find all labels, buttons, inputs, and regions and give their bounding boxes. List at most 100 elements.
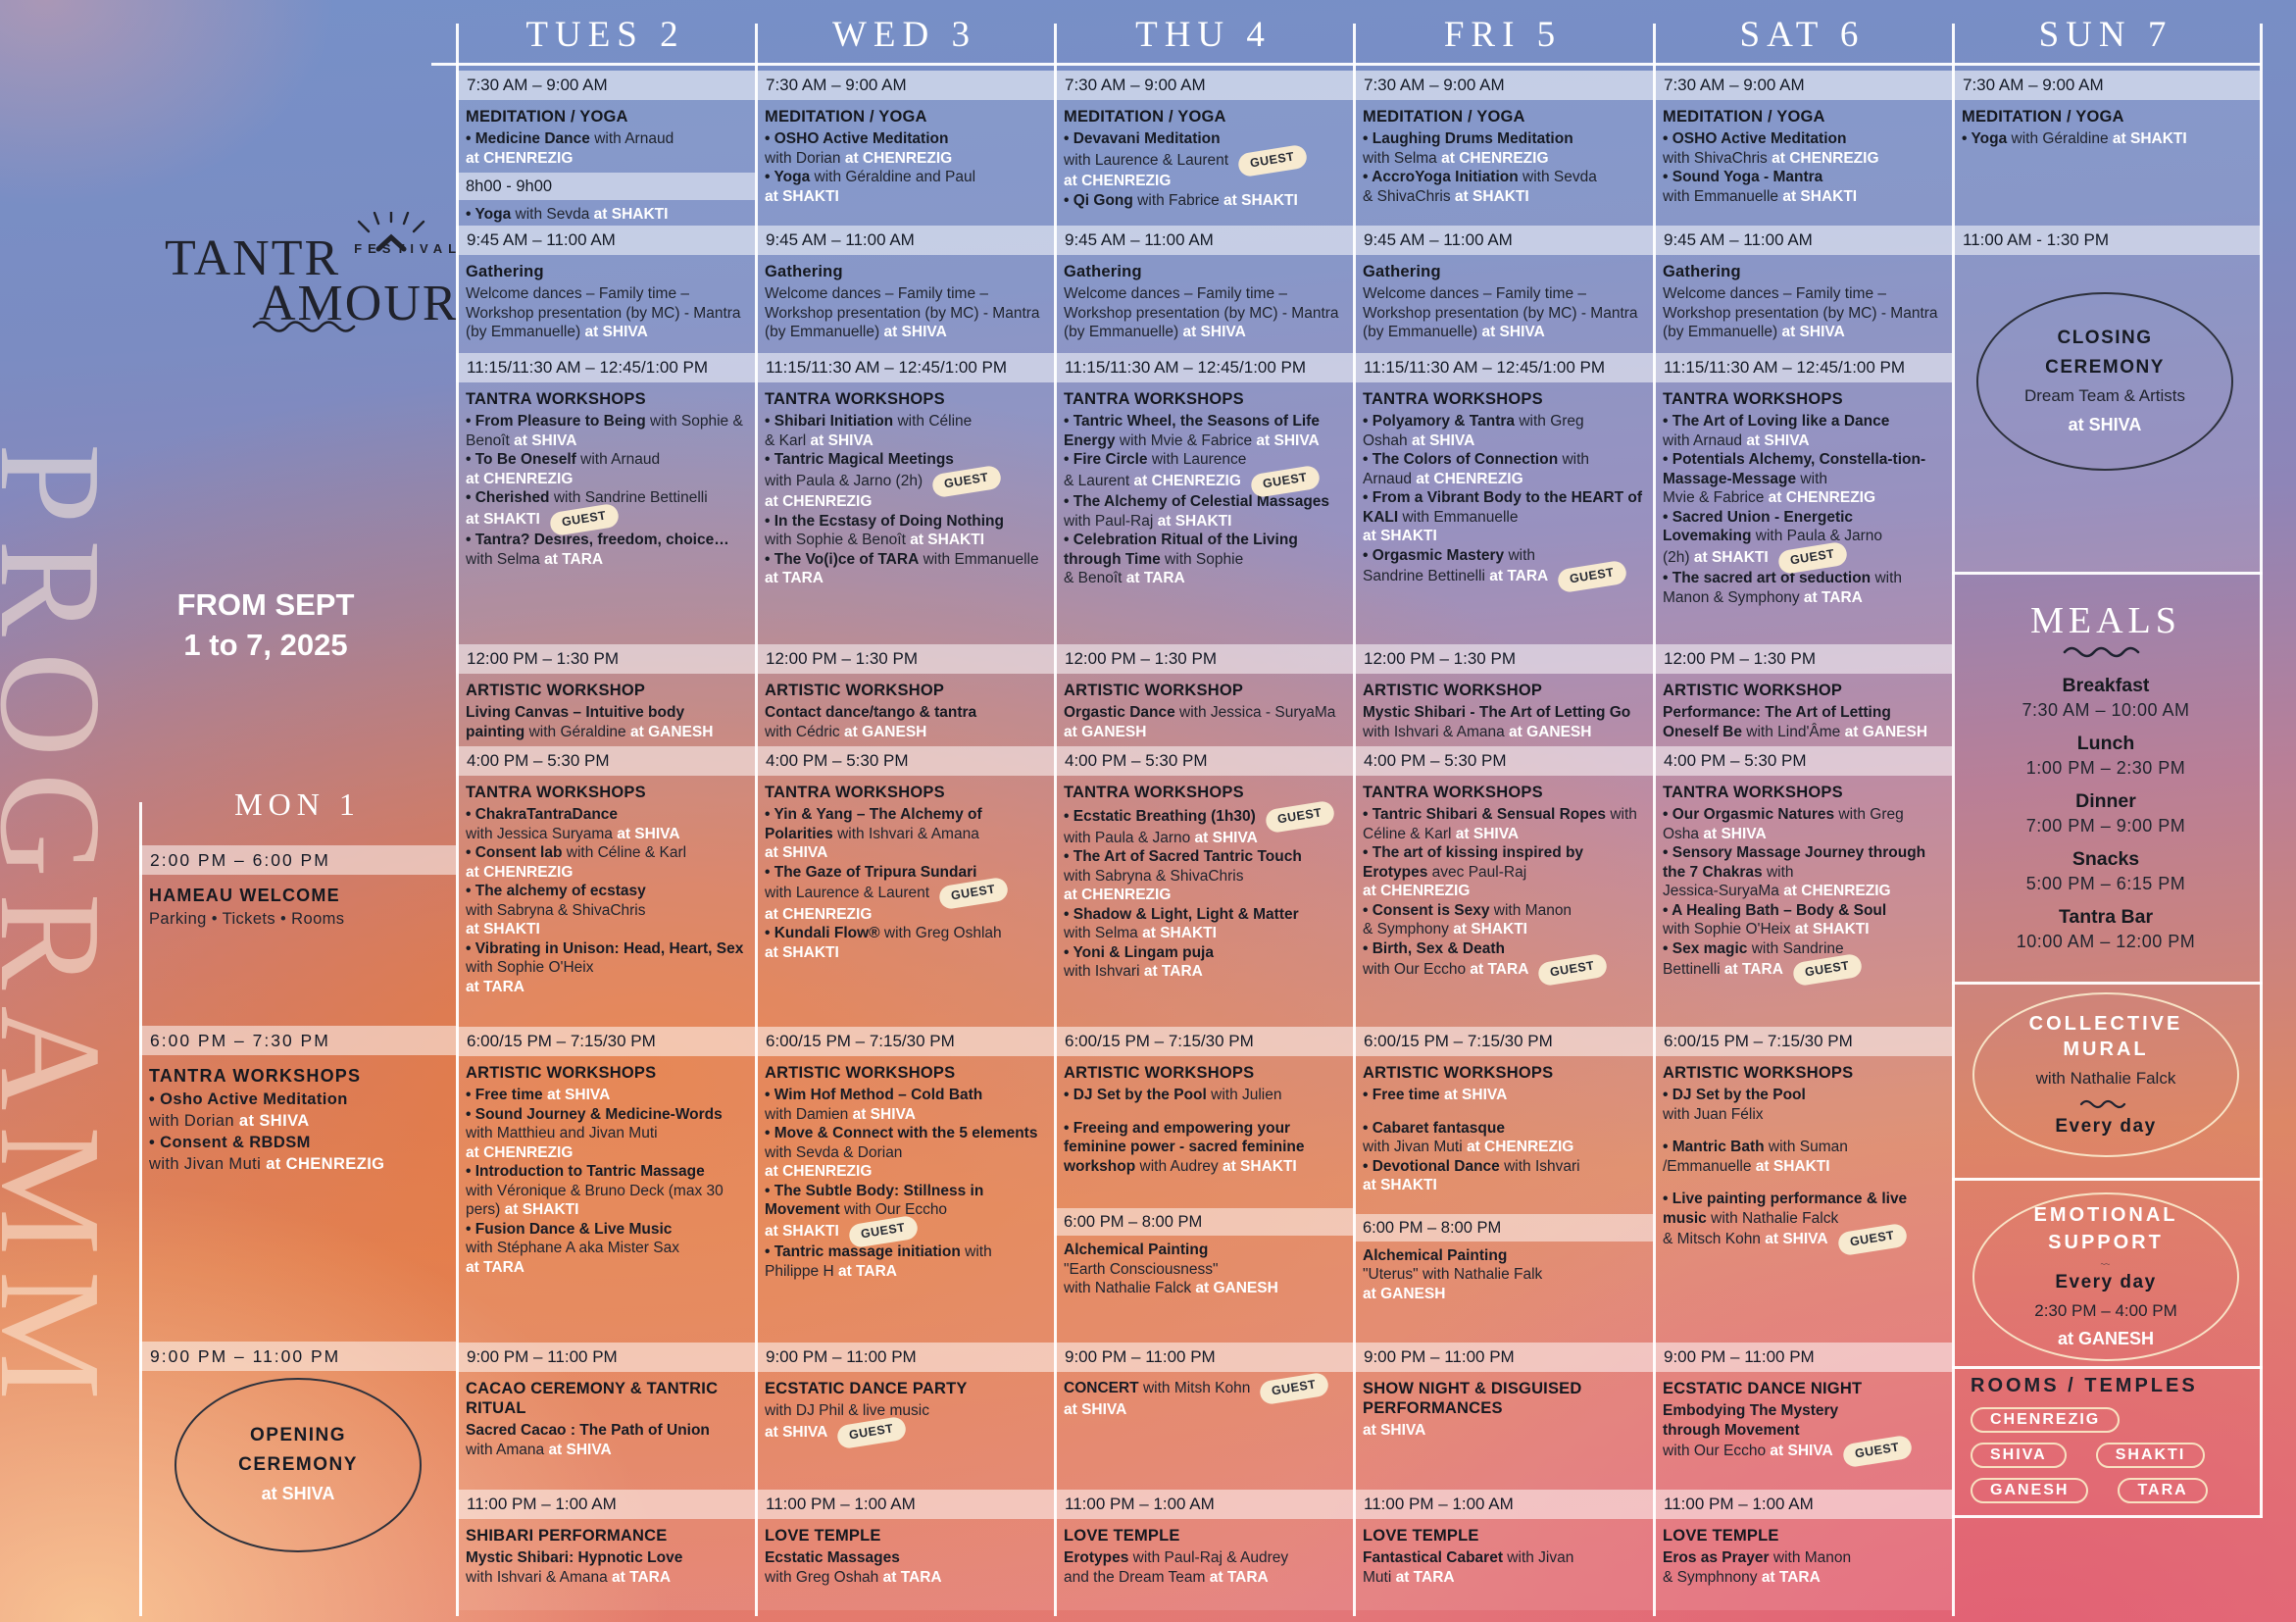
venue-label: at SHAKTI (1142, 925, 1217, 941)
event-line: with Véronique & Bruno Deck (max 30 pers… (466, 1182, 745, 1220)
rooms-temples-title: ROOMS / TEMPLES (1971, 1375, 2198, 1396)
event-line: with Sophie O'Heix at SHAKTI (1663, 920, 1942, 939)
text-segment: • Yoga (765, 169, 811, 185)
event-block: TANTRA WORKSHOPS • Tantric Wheel, the Sea… (1054, 382, 1353, 644)
text-segment: with Ishvari (1499, 1157, 1580, 1175)
text-segment: OPENING (249, 1425, 347, 1445)
event-block: Gathering Welcome dances – Family time – … (1054, 255, 1353, 353)
event-line: • Yoni & Lingam puja (1064, 943, 1343, 963)
event-heading: MEDITATION / YOGA (466, 108, 628, 126)
event-line: with Jivan Muti at CHENREZIG (149, 1153, 446, 1175)
room-pill: SHIVA (1971, 1443, 2067, 1468)
rooms-pill-list: CHENREZIG SHIVA SHAKTI GANESH TARA (1971, 1407, 2251, 1503)
text-segment: with Julien (1206, 1087, 1282, 1103)
event-line: • Laughing Drums Meditation (1363, 129, 1643, 149)
time-band: 11:15/11:30 AM – 12:45/1:00 PM (1054, 353, 1353, 382)
venue-label: at TARA (765, 570, 824, 586)
text-segment: • Consent lab (466, 844, 563, 861)
text-segment: • Tantric Magical Meetings (765, 451, 954, 468)
venue-label: at SHIVA (617, 825, 680, 842)
event-line: at SHIVA GUEST (765, 1415, 1044, 1449)
event-heading: TANTRA WORKSHOPS (1064, 784, 1244, 801)
event-block: SHIBARI PERFORMANCE Mystic Shibari: Hypno… (456, 1519, 755, 1616)
text-segment: • Devotional Dance (1363, 1157, 1500, 1175)
text-segment: with Greg (1515, 413, 1584, 430)
sidebar-divider (1952, 1515, 2263, 1518)
venue-label: at SHAKTI (1782, 187, 1858, 205)
text-segment: with Nathalie Falck (1064, 1280, 1196, 1296)
room-pill: TARA (2118, 1478, 2208, 1503)
event-heading: TANTRA WORKSHOPS (1064, 390, 1244, 408)
text-segment: • The Subtle Body: Stillness in Movement (765, 1182, 984, 1219)
event-line: & Mitsch Kohn at SHIVA GUEST (1663, 1222, 1942, 1256)
time-band: 7:30 AM – 9:00 AM (1054, 71, 1353, 100)
text-segment: (2h) (1663, 548, 1694, 566)
time-band: 9:00 PM – 11:00 PM (139, 1342, 456, 1371)
text-segment: with Emmanuelle (919, 550, 1039, 568)
text-segment: • Move & Connect with the 5 elements (765, 1125, 1038, 1141)
event-line: • The Gaze of Tripura Sundari (765, 863, 1044, 883)
text-segment: with Jessica Suryama (466, 825, 618, 842)
venue-label: at SHIVA (1411, 431, 1475, 449)
meals-title: MEALS (2030, 600, 2181, 641)
text-segment: with Mvie & Fabrice (1115, 431, 1257, 449)
text-segment: • Yin & Yang – The Alchemy of Polarities (765, 806, 982, 842)
event-block: LOVE TEMPLE Ecstatic Massages with Greg Os… (755, 1519, 1054, 1616)
venue-label: at SHIVA (261, 1484, 335, 1503)
event-line: • The Art of Loving like a Dance (1663, 412, 1942, 431)
room-pill: GANESH (1971, 1478, 2089, 1503)
event-line: Muti at TARA (1363, 1568, 1643, 1588)
event-line: at SHAKTI (1363, 527, 1643, 546)
event-heading: ARTISTIC WORKSHOP (765, 682, 945, 699)
text-segment: • Free time (1363, 1087, 1444, 1103)
time-band: 11:15/11:30 AM – 12:45/1:00 PM (456, 353, 755, 382)
text-segment: • The art of kissing inspired by Erotype… (1363, 844, 1584, 881)
event-block: HAMEAU WELCOME Parking • Tickets • Rooms (139, 879, 456, 930)
event-heading: TANTRA WORKSHOPS (1363, 784, 1543, 801)
time-band: 11:15/11:30 AM – 12:45/1:00 PM (1653, 353, 1952, 382)
logo-word-tantra: TANTR (165, 230, 341, 286)
text-segment: • Polyamory & Tantra (1363, 413, 1516, 430)
event-line: & Benoît at TARA (1064, 569, 1343, 588)
text-segment: with Matthieu and Jivan Muti (466, 1125, 658, 1141)
event-line: Parking • Tickets • Rooms (149, 908, 446, 930)
festival-logo: TANTR FESTIVAL AMOUR (165, 212, 478, 332)
event-line: at SHAKTI GUEST (765, 1214, 1044, 1248)
event-line: • Fusion Dance & Live Music (466, 1220, 745, 1240)
venue-label: at SHIVA (1746, 431, 1810, 449)
venue-label: at SHAKTI (1454, 187, 1529, 205)
event-line: with Matthieu and Jivan Muti (466, 1124, 745, 1143)
event-block: TANTRA WORKSHOPS • Shibari Initiation wit… (755, 382, 1054, 644)
sub-time-band: 6:00 PM – 8:00 PM (1054, 1208, 1353, 1236)
time-band: 7:30 AM – 9:00 AM (1952, 71, 2260, 100)
text-segment: • Orgasmic Mastery (1363, 546, 1505, 564)
venue-label: at CHENREZIG (1466, 1139, 1574, 1155)
event-line: • In the Ecstasy of Doing Nothing (765, 512, 1044, 532)
event-line: at GANESH (1363, 1285, 1643, 1304)
time-band: 11:00 PM – 1:00 AM (1353, 1490, 1653, 1519)
venue-label: at CHENREZIG (266, 1155, 385, 1173)
venue-label: at SHAKTI (765, 1222, 839, 1240)
venue-label: at SHIVA (883, 324, 947, 340)
text-segment: Arnaud (1363, 470, 1417, 487)
venue-label: at CHENREZIG (1441, 149, 1549, 167)
text-segment: • Qi Gong (1064, 191, 1133, 209)
event-line: Bettinelli at TARA GUEST (1663, 952, 1942, 987)
text-segment: Mystic Shibari - The Art of Letting Go (1363, 704, 1631, 721)
event-line: Welcome dances – Family time – Workshop … (466, 284, 745, 342)
event-block: LOVE TEMPLE Eros as Prayer with Manon & Sy… (1653, 1519, 1952, 1616)
time-band: 7:30 AM – 9:00 AM (1653, 71, 1952, 100)
event-line: • Devavani Meditation (1064, 129, 1343, 149)
column-separator (456, 24, 459, 1616)
text-segment: Dream Team & Artists (2023, 385, 2186, 405)
text-segment: with Jivan Muti (1363, 1139, 1467, 1155)
venue-label: at SHIVA (1481, 324, 1545, 340)
text-segment: with Céline & Karl (562, 844, 687, 861)
venue-label: at TARA (1723, 960, 1783, 978)
text-segment: with Dorian (149, 1112, 239, 1130)
column-separator (1054, 24, 1057, 1616)
text-segment: with Sophie O'Heix (466, 959, 594, 976)
venue-label: at CHENREZIG (1064, 173, 1172, 189)
time-band: 9:45 AM – 11:00 AM (1054, 226, 1353, 255)
text-segment: with (1558, 451, 1590, 468)
